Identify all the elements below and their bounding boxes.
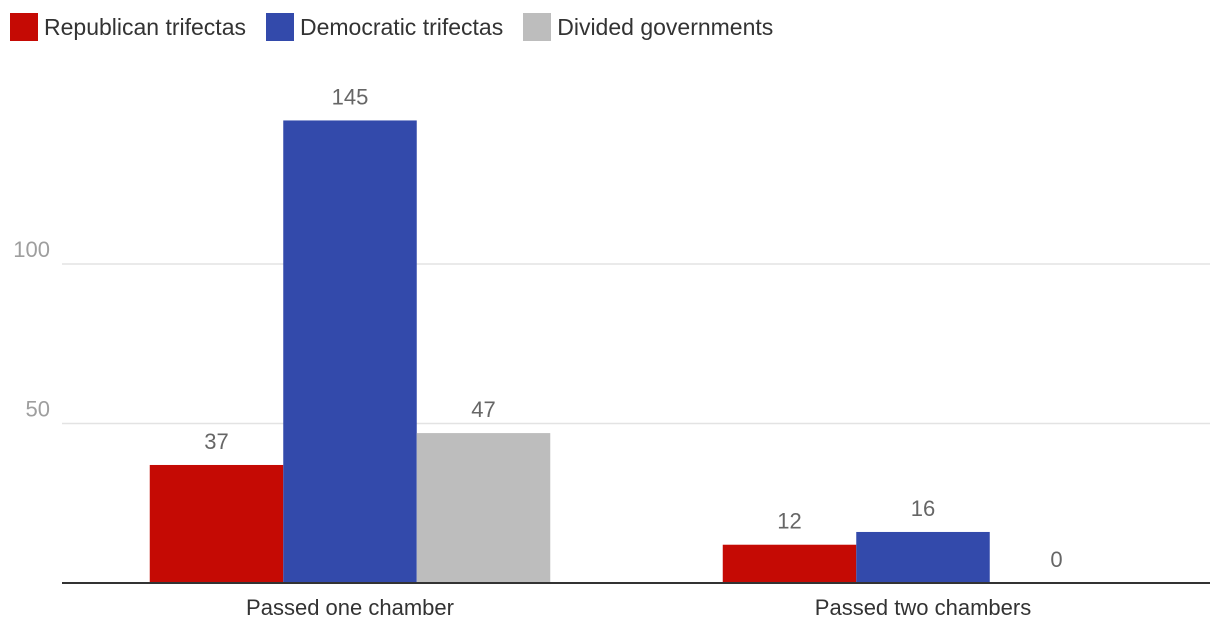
y-tick-label-100: 100 — [13, 237, 50, 262]
legend-item-republican: Republican trifectas — [10, 13, 246, 41]
y-tick-label-50: 50 — [26, 397, 50, 422]
legend-swatch-democratic — [266, 13, 294, 41]
bar-democratic-2 — [856, 531, 990, 583]
bar-democratic-1 — [283, 120, 417, 583]
bar-republican-1 — [149, 464, 284, 583]
legend-label-divided: Divided governments — [557, 13, 774, 40]
bar-republican-2 — [722, 544, 857, 583]
legend: Republican trifectas Democratic trifecta… — [10, 12, 793, 42]
category-label-2: Passed two chambers — [815, 595, 1031, 620]
legend-item-divided: Divided governments — [523, 13, 773, 41]
bar-divided-1 — [416, 433, 551, 583]
value-label-democratic-1: 145 — [332, 84, 369, 109]
value-label-divided-1: 47 — [471, 397, 495, 422]
value-label-democratic-2: 16 — [911, 496, 935, 521]
legend-swatch-divided — [523, 13, 552, 41]
legend-swatch-republican — [10, 13, 38, 41]
legend-item-democratic: Democratic trifectas — [266, 13, 503, 41]
value-label-republican-2: 12 — [777, 509, 801, 534]
legend-label-republican: Republican trifectas — [44, 13, 246, 40]
legend-label-democratic: Democratic trifectas — [300, 13, 504, 40]
category-label-1: Passed one chamber — [246, 595, 454, 620]
value-label-divided-2: 0 — [1050, 547, 1062, 572]
value-label-republican-1: 37 — [204, 429, 228, 454]
